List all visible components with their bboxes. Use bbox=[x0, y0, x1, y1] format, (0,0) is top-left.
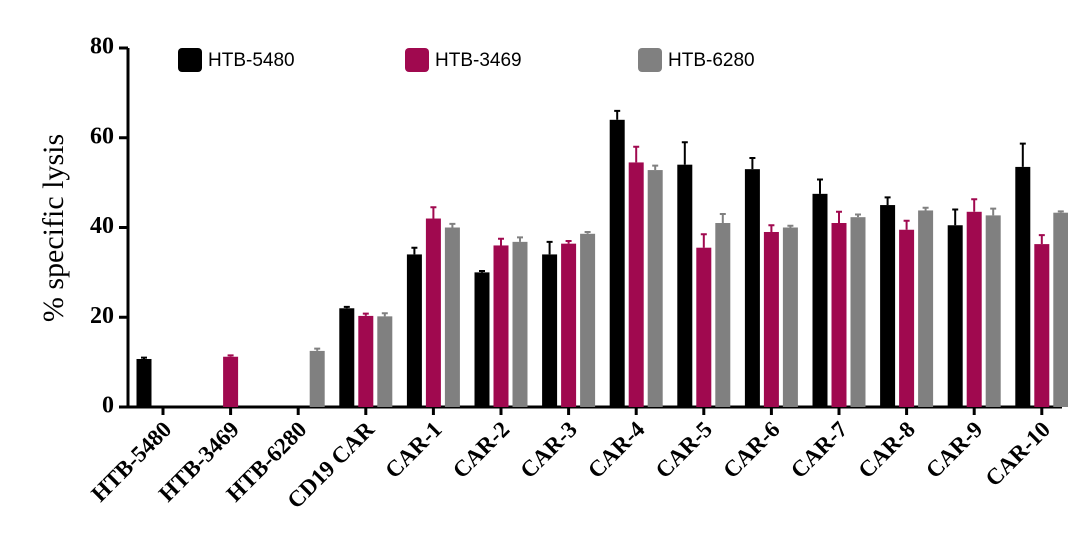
error-bar bbox=[343, 305, 350, 309]
error-bar bbox=[952, 208, 959, 226]
bar bbox=[609, 119, 625, 408]
bar bbox=[580, 233, 596, 407]
y-axis-label: % specific lysis bbox=[37, 134, 70, 322]
error-bar bbox=[517, 236, 523, 242]
error-bar bbox=[1038, 234, 1045, 245]
y-tick-label: 0 bbox=[102, 393, 114, 419]
bar bbox=[966, 211, 982, 407]
error-bar bbox=[498, 237, 504, 246]
legend-label: HTB-5480 bbox=[208, 50, 295, 71]
x-tick-label: CAR-8 bbox=[853, 417, 919, 483]
bar bbox=[744, 169, 760, 407]
bar bbox=[223, 356, 239, 407]
error-bar bbox=[227, 354, 234, 357]
error-bar bbox=[922, 206, 929, 211]
bar bbox=[377, 316, 393, 407]
bar bbox=[493, 245, 509, 407]
error-bar bbox=[681, 141, 688, 165]
error-bar bbox=[971, 198, 978, 212]
bar bbox=[677, 164, 693, 407]
error-bar bbox=[768, 224, 775, 232]
bar bbox=[1053, 212, 1068, 407]
bar bbox=[358, 315, 374, 407]
error-bar bbox=[362, 312, 369, 316]
bar bbox=[512, 241, 528, 407]
legend-label: HTB-6280 bbox=[668, 50, 755, 71]
bar bbox=[628, 162, 644, 407]
legend-swatch bbox=[178, 48, 202, 72]
bar bbox=[647, 170, 663, 407]
bar bbox=[309, 350, 325, 407]
x-tick-label: CAR-2 bbox=[448, 417, 514, 483]
error-bar bbox=[614, 109, 621, 120]
error-bar bbox=[836, 210, 842, 224]
error-bar bbox=[1057, 210, 1064, 213]
bar bbox=[1015, 166, 1031, 407]
error-bar bbox=[749, 156, 756, 170]
error-bar bbox=[652, 164, 659, 171]
bar bbox=[918, 210, 934, 407]
error-bar bbox=[449, 222, 456, 228]
error-bar bbox=[903, 219, 910, 230]
error-bar bbox=[141, 356, 147, 359]
x-tick-label: CAR-5 bbox=[651, 417, 717, 483]
bar bbox=[542, 254, 558, 407]
bar bbox=[425, 218, 441, 407]
error-bar bbox=[584, 230, 591, 234]
x-tick-label: CAR-10 bbox=[980, 417, 1055, 492]
bar bbox=[782, 227, 798, 407]
y-tick-label: 80 bbox=[90, 34, 114, 60]
bar bbox=[696, 247, 712, 407]
x-tick-label: CAR-3 bbox=[515, 417, 581, 483]
error-bar bbox=[565, 239, 572, 244]
bar bbox=[831, 223, 847, 407]
error-bar bbox=[381, 312, 388, 317]
bar bbox=[899, 229, 915, 407]
x-tick-label: CAR-1 bbox=[380, 417, 446, 483]
error-bar bbox=[855, 213, 861, 218]
error-bar bbox=[1019, 142, 1026, 167]
bar bbox=[715, 223, 731, 407]
x-tick-label: CAR-4 bbox=[583, 416, 650, 483]
error-bar bbox=[719, 213, 726, 224]
y-tick-label: 40 bbox=[90, 213, 114, 239]
error-bar bbox=[633, 145, 640, 163]
y-tick-label: 60 bbox=[90, 123, 114, 149]
bar bbox=[1034, 244, 1050, 407]
error-bar bbox=[990, 207, 997, 216]
bar bbox=[763, 231, 779, 407]
bar bbox=[406, 254, 422, 407]
error-bar bbox=[314, 347, 321, 351]
error-bar bbox=[817, 178, 823, 194]
x-tick-label: CAR-9 bbox=[921, 417, 987, 483]
bar bbox=[474, 272, 490, 407]
bar bbox=[136, 358, 152, 407]
legend-swatch bbox=[638, 48, 662, 72]
error-bar bbox=[430, 206, 437, 219]
bar bbox=[850, 217, 866, 407]
bar bbox=[880, 205, 896, 407]
error-bar bbox=[546, 240, 553, 255]
bar bbox=[985, 215, 1001, 407]
error-bar bbox=[700, 233, 707, 248]
bar bbox=[947, 225, 963, 407]
x-tick-label: CAR-6 bbox=[718, 417, 784, 483]
y-tick-label: 20 bbox=[90, 303, 114, 329]
legend-label: HTB-3469 bbox=[435, 50, 522, 71]
error-bar bbox=[787, 224, 794, 228]
error-bar bbox=[411, 246, 418, 255]
bar bbox=[444, 227, 460, 407]
error-bar bbox=[479, 270, 485, 273]
x-tick-label: CAR-7 bbox=[786, 417, 852, 483]
error-bar bbox=[884, 196, 891, 206]
bar bbox=[561, 243, 577, 407]
bar bbox=[812, 193, 828, 407]
bar bbox=[339, 308, 355, 407]
legend-swatch bbox=[405, 48, 429, 72]
